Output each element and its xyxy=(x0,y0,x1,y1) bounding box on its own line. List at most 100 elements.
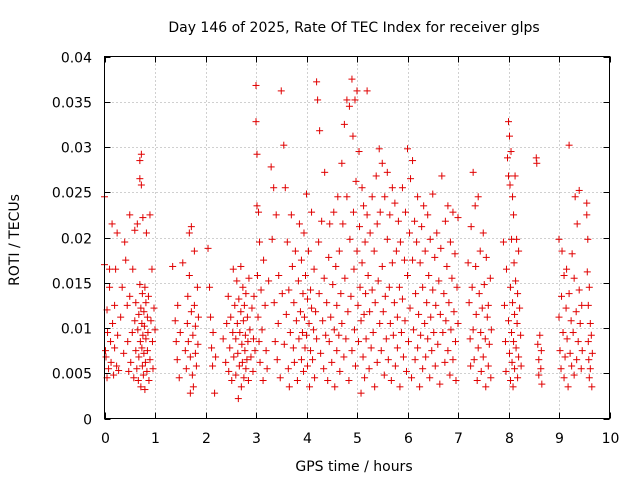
data-point xyxy=(348,75,356,83)
data-point xyxy=(511,365,519,373)
data-point xyxy=(558,292,566,300)
data-point xyxy=(440,290,448,298)
data-point xyxy=(112,265,120,273)
data-point xyxy=(375,145,383,153)
data-point xyxy=(374,277,382,285)
data-point xyxy=(268,235,276,243)
data-point xyxy=(538,380,546,388)
data-point xyxy=(190,247,198,255)
data-point xyxy=(320,365,328,373)
data-point xyxy=(398,295,406,303)
data-point xyxy=(555,235,563,243)
data-point xyxy=(225,367,233,375)
data-point xyxy=(110,371,118,379)
data-point xyxy=(444,347,452,355)
y-tick-label: 0.015 xyxy=(52,277,92,293)
data-point xyxy=(363,211,371,219)
data-point xyxy=(471,202,479,210)
data-point xyxy=(250,292,258,300)
data-point xyxy=(444,202,452,210)
data-point xyxy=(185,272,193,280)
data-point xyxy=(437,244,445,252)
y-tick-labels: 0 0.005 0.01 0.015 0.02 0.025 0.03 0.035 0.04 xyxy=(52,51,92,429)
data-point xyxy=(347,292,355,300)
data-point xyxy=(446,371,454,379)
data-point xyxy=(237,262,245,270)
data-point xyxy=(138,290,146,298)
data-point xyxy=(344,308,352,316)
data-point xyxy=(135,353,143,361)
data-point xyxy=(409,256,417,264)
data-point xyxy=(441,358,449,366)
data-point xyxy=(487,326,495,334)
data-point xyxy=(394,217,402,225)
data-point xyxy=(184,292,192,300)
data-point xyxy=(229,329,237,337)
data-point xyxy=(433,229,441,237)
x-tick-label: 3 xyxy=(252,431,261,447)
data-point xyxy=(145,376,153,384)
data-point xyxy=(448,274,456,282)
data-point xyxy=(141,283,149,291)
data-point xyxy=(429,286,437,294)
data-point xyxy=(392,247,400,255)
data-point xyxy=(376,319,384,327)
data-point xyxy=(187,223,195,231)
data-point xyxy=(411,356,419,364)
data-point xyxy=(140,308,148,316)
data-point xyxy=(576,319,584,327)
data-point xyxy=(464,259,472,267)
data-point xyxy=(337,290,345,298)
data-point xyxy=(509,383,517,391)
data-point xyxy=(349,208,357,216)
data-point xyxy=(315,238,323,246)
data-point xyxy=(328,358,336,366)
data-point xyxy=(425,272,433,280)
data-point xyxy=(242,290,250,298)
data-point xyxy=(169,262,177,270)
data-point xyxy=(473,376,481,384)
data-point xyxy=(537,365,545,373)
data-point xyxy=(234,349,242,357)
data-point xyxy=(360,310,368,318)
data-point xyxy=(299,290,307,298)
data-point xyxy=(387,376,395,384)
data-point xyxy=(391,362,399,370)
data-point xyxy=(563,265,571,273)
data-point xyxy=(141,358,149,366)
data-point xyxy=(212,353,220,361)
data-point xyxy=(505,317,512,325)
data-point xyxy=(324,376,332,384)
data-point xyxy=(379,308,387,316)
data-point xyxy=(508,358,516,366)
data-point xyxy=(372,172,380,180)
data-point xyxy=(402,367,410,375)
data-point xyxy=(191,322,199,330)
data-point xyxy=(131,317,139,325)
data-point xyxy=(252,118,260,126)
data-point xyxy=(503,154,511,162)
data-point xyxy=(245,274,253,282)
data-point xyxy=(560,374,568,382)
y-tick-label: 0.01 xyxy=(61,322,92,338)
data-point xyxy=(193,283,201,291)
data-point xyxy=(587,331,595,339)
data-point xyxy=(173,356,181,364)
data-point xyxy=(262,347,270,355)
data-point xyxy=(136,281,144,289)
data-point xyxy=(517,362,525,370)
data-point xyxy=(185,229,193,237)
data-point xyxy=(390,299,398,307)
data-point xyxy=(113,229,121,237)
data-point xyxy=(259,376,267,384)
data-point xyxy=(297,256,305,264)
data-point xyxy=(583,199,591,207)
data-point xyxy=(509,299,517,307)
data-point xyxy=(190,301,198,309)
y-tick-label: 0.02 xyxy=(61,232,92,248)
data-point xyxy=(106,265,114,273)
data-point xyxy=(513,319,521,327)
data-point xyxy=(411,217,419,225)
data-point xyxy=(565,141,573,149)
data-point xyxy=(238,340,246,348)
